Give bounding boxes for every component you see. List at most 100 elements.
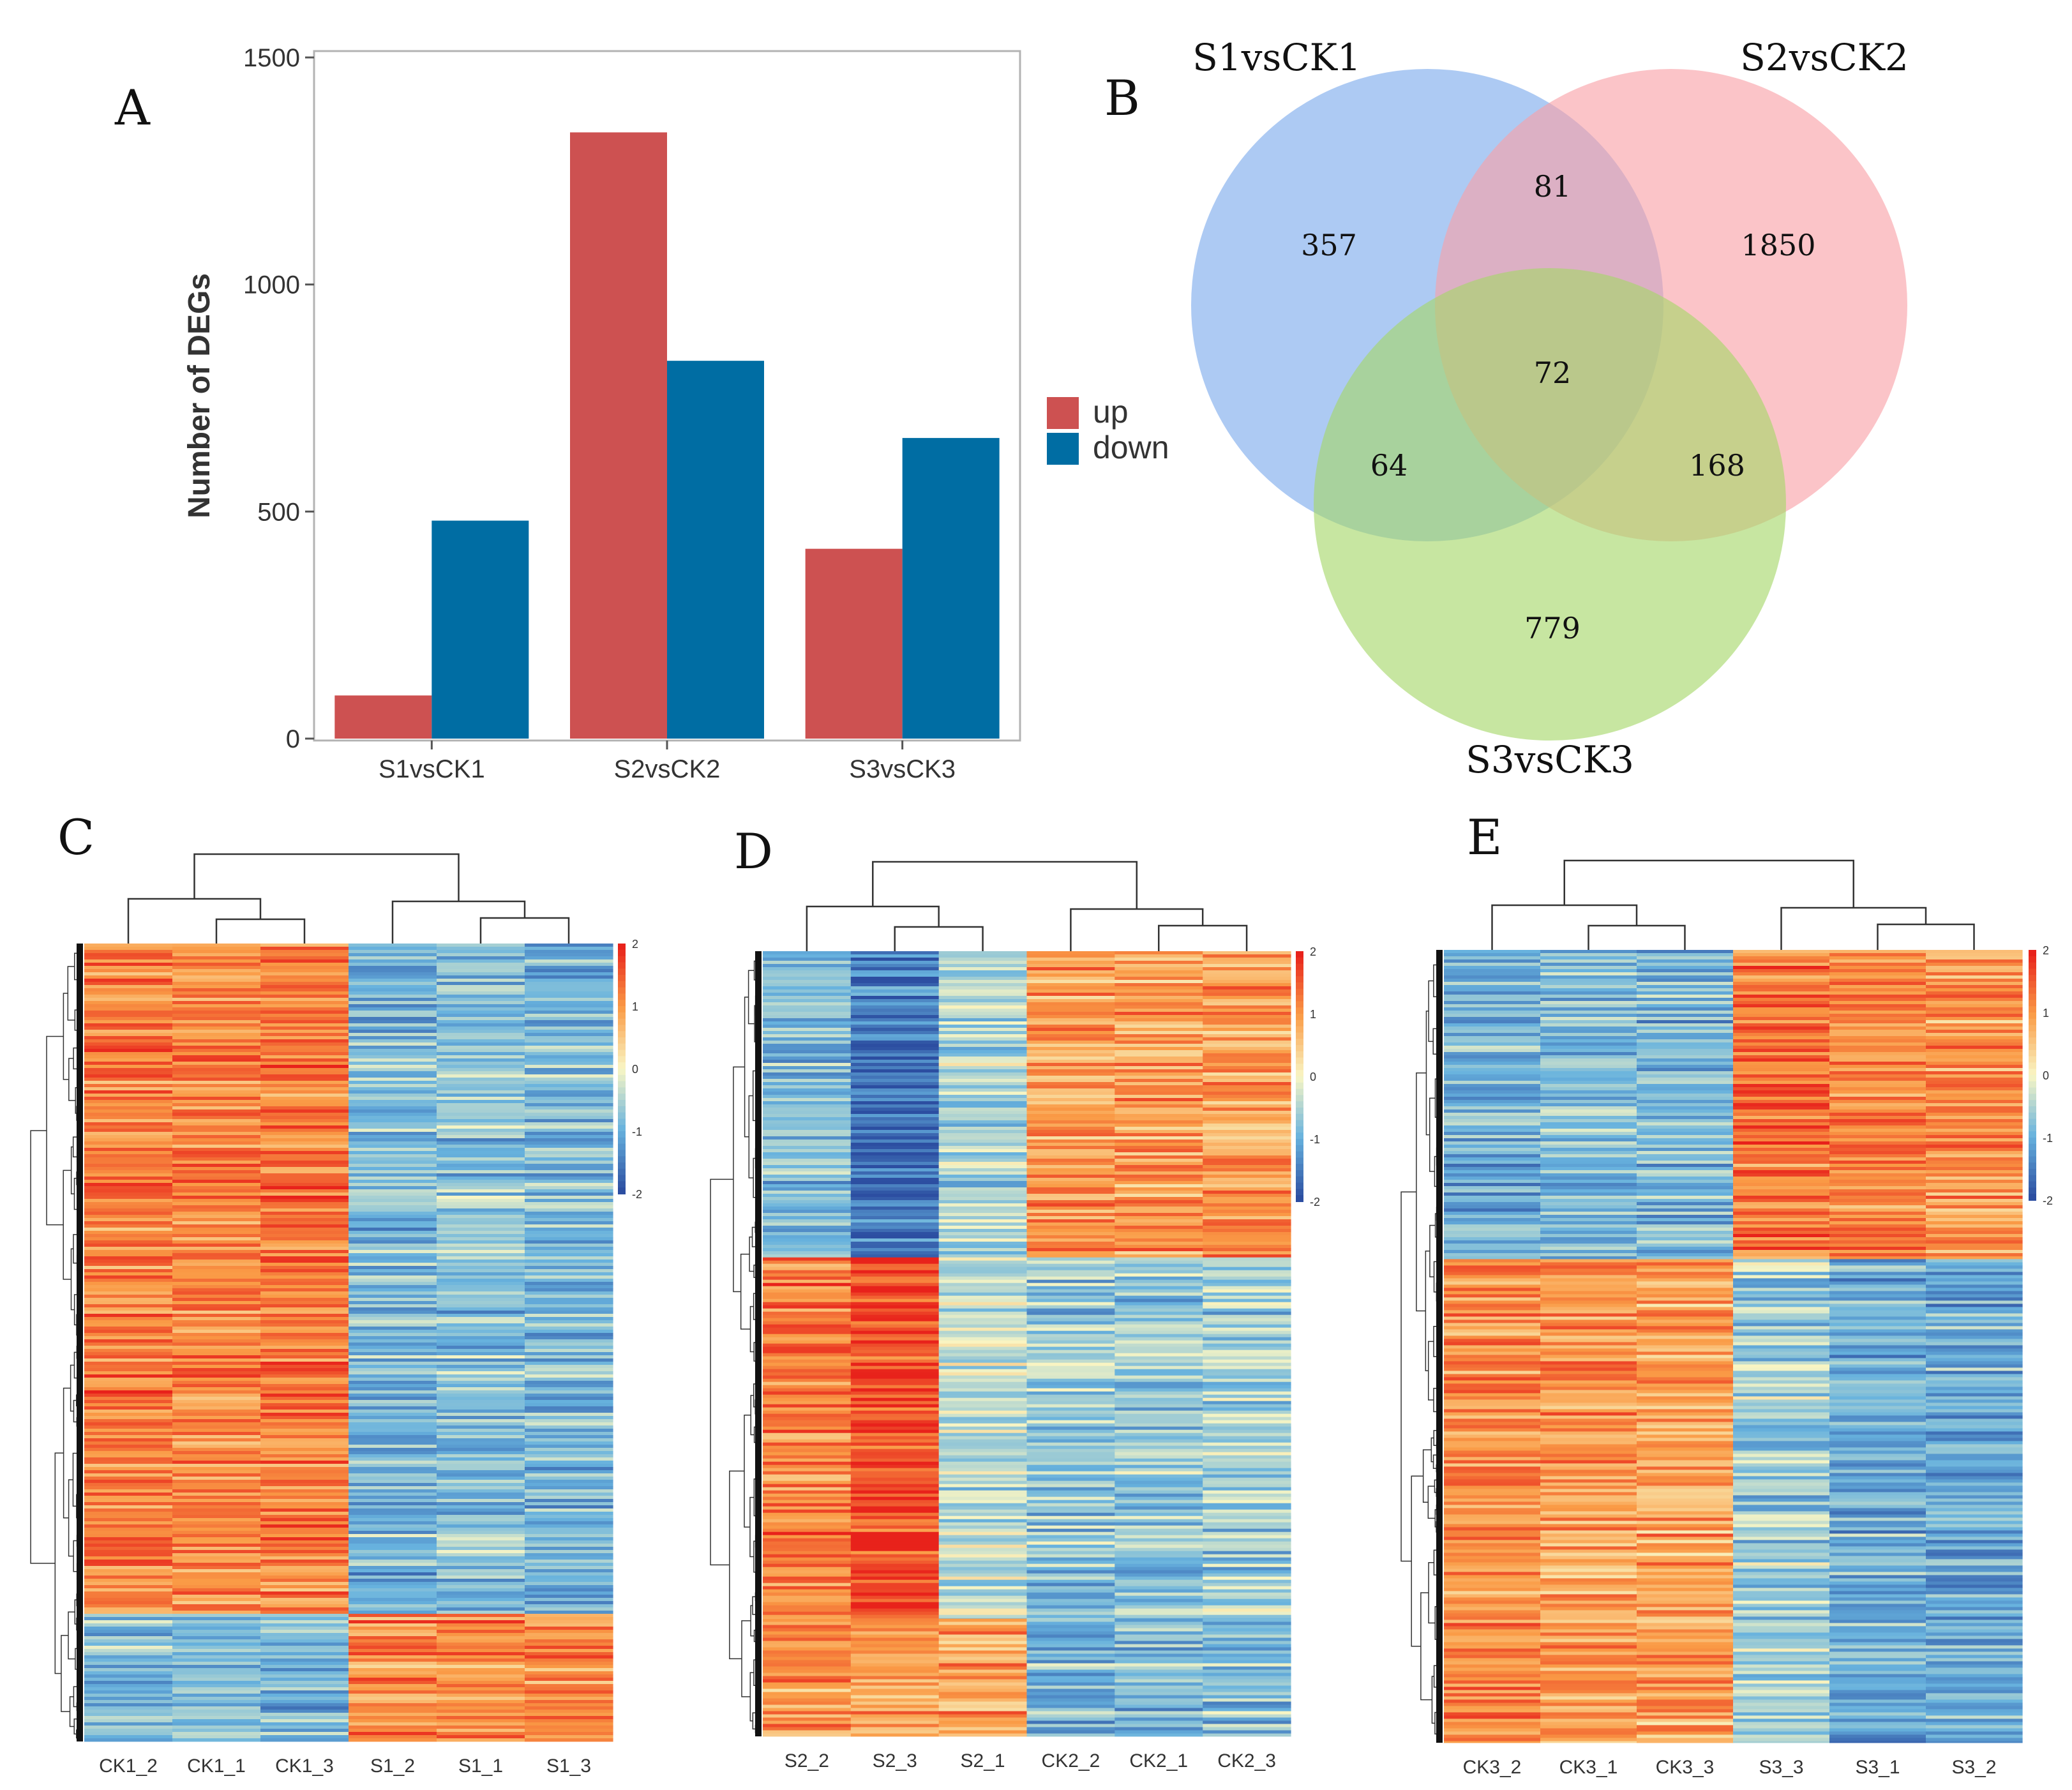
- heatmap-cell: [525, 956, 613, 960]
- heatmap-cell: [525, 1378, 613, 1381]
- heatmap-cell: [763, 1563, 852, 1568]
- heatmap-cell: [1444, 988, 1541, 992]
- heatmap-cell: [172, 1119, 261, 1123]
- heatmap-cell: [1926, 1508, 2023, 1512]
- heatmap-cell: [525, 1055, 613, 1059]
- heatmap-cell: [1444, 1514, 1541, 1518]
- heatmap-cell: [850, 1257, 940, 1261]
- heatmap-cell: [1829, 1049, 1926, 1053]
- heatmap-cell: [525, 1397, 613, 1401]
- heatmap-cell: [1733, 1284, 1830, 1288]
- heatmap-cell: [172, 1722, 261, 1726]
- heatmap-cell: [260, 1406, 349, 1410]
- heatmap-cell: [1733, 1345, 1830, 1349]
- heatmap-cell: [84, 1467, 173, 1471]
- heatmap-cell: [172, 1154, 261, 1158]
- heatmap-cell: [850, 980, 940, 984]
- color-scale-segment: [618, 1069, 626, 1076]
- heatmap-cell: [850, 1021, 940, 1025]
- heatmap-cell: [1444, 1399, 1541, 1403]
- heatmap-cell: [1733, 1521, 1830, 1524]
- heatmap-cell: [349, 1617, 437, 1621]
- heatmap-cell: [1637, 1559, 1734, 1563]
- heatmap-cell: [1926, 956, 2023, 960]
- heatmap-cell: [1733, 1265, 1830, 1269]
- heatmap-cell: [1829, 1406, 1926, 1410]
- heatmap-cell: [349, 1700, 437, 1704]
- heatmap-cell: [1115, 1401, 1203, 1405]
- heatmap-cell: [525, 1489, 613, 1493]
- heatmap-cell: [349, 1017, 437, 1021]
- heatmap-cell: [850, 1541, 940, 1546]
- heatmap-cell: [1733, 1186, 1830, 1190]
- heatmap-cell: [1733, 1358, 1830, 1362]
- heatmap-cell: [1637, 1664, 1734, 1668]
- heatmap-cell: [1026, 961, 1115, 965]
- heatmap-cell: [84, 1432, 173, 1436]
- heatmap-cell: [349, 1244, 437, 1247]
- heatmap-cell: [437, 1473, 525, 1477]
- heatmap-cell: [850, 996, 940, 1000]
- heatmap-cell: [1444, 1613, 1541, 1617]
- heatmap-cell: [1444, 1636, 1541, 1639]
- heatmap-cell: [763, 1012, 852, 1016]
- heatmap-cell: [349, 1521, 437, 1525]
- heatmap-cell: [1733, 1113, 1830, 1117]
- heatmap-cell: [349, 1074, 437, 1078]
- heatmap-cell: [1203, 958, 1291, 961]
- heatmap-cell: [850, 1484, 940, 1488]
- heatmap-cell: [525, 1502, 613, 1506]
- heatmap-cell: [525, 1566, 613, 1570]
- heatmap-cell: [1540, 1399, 1637, 1403]
- heatmap-cell: [850, 1302, 940, 1306]
- heatmap-cell: [1444, 1623, 1541, 1627]
- heatmap-cell: [84, 1100, 173, 1104]
- heatmap-cell: [525, 1301, 613, 1305]
- heatmap-cell: [763, 1343, 852, 1348]
- heatmap-cell: [1540, 1731, 1637, 1735]
- heatmap-cell: [1829, 1208, 1926, 1212]
- heatmap-cell: [84, 1454, 173, 1458]
- heatmap-cell: [84, 1167, 173, 1171]
- heatmap-cell: [1203, 1500, 1291, 1504]
- heatmap-cell: [172, 1655, 261, 1659]
- heatmap-cell: [1540, 1690, 1637, 1694]
- heatmap-cell: [84, 1703, 173, 1707]
- heatmap-cell: [1829, 1071, 1926, 1075]
- heatmap-cell: [349, 1563, 437, 1567]
- heatmap-cell: [260, 1113, 349, 1117]
- heatmap-cell: [1540, 1017, 1637, 1021]
- heatmap-cell: [1637, 1291, 1734, 1295]
- heatmap-cell: [1115, 1474, 1203, 1478]
- heatmap-cell: [1203, 1557, 1291, 1561]
- heatmap-cell: [938, 1717, 1028, 1721]
- heatmap-cell: [84, 1486, 173, 1490]
- heatmap-cell: [437, 1317, 525, 1321]
- heatmap-cell: [1444, 1626, 1541, 1630]
- heatmap-cell: [1733, 1278, 1830, 1282]
- heatmap-cell: [1203, 1092, 1291, 1095]
- heatmap-cell: [260, 1534, 349, 1538]
- heatmap-cell: [84, 1154, 173, 1158]
- heatmap-cell: [1444, 991, 1541, 995]
- heatmap-cell: [349, 1282, 437, 1286]
- heatmap-cell: [1829, 1001, 1926, 1005]
- color-scale-segment: [1296, 1108, 1303, 1115]
- heatmap-cell: [1926, 1422, 2023, 1425]
- heatmap-cell: [1637, 1256, 1734, 1260]
- heatmap-cell: [1926, 1177, 2023, 1180]
- column-label: S1_1: [458, 1756, 503, 1777]
- heatmap-cell: [260, 1585, 349, 1589]
- heatmap-cell: [437, 1489, 525, 1493]
- heatmap-cell: [850, 1165, 940, 1169]
- heatmap-cell: [1026, 1592, 1115, 1597]
- heatmap-cell: [1829, 1463, 1926, 1467]
- heatmap-cell: [1540, 1712, 1637, 1716]
- heatmap-cell: [1026, 1698, 1115, 1702]
- heatmap-cell: [437, 1505, 525, 1509]
- heatmap-cell: [1637, 1706, 1734, 1710]
- heatmap-cell: [1733, 1422, 1830, 1425]
- heatmap-cell: [349, 1585, 437, 1589]
- heatmap-cell: [349, 1722, 437, 1726]
- heatmap-cell: [1540, 1699, 1637, 1703]
